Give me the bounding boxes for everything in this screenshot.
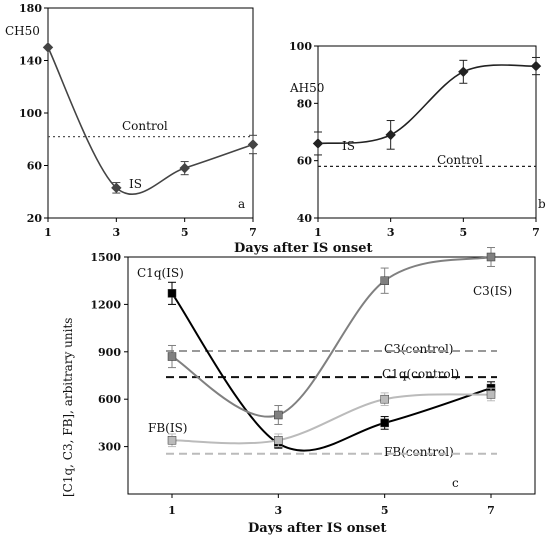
panel-b-frame <box>317 45 537 219</box>
panel-b-chart: AH50 IS Control b 1 3 5 7 40 60 80 100 <box>289 40 546 239</box>
panel-c-y-tick-label-3: 1200 <box>90 298 121 311</box>
panel-c-series-0-point-2 <box>380 418 389 428</box>
panel-c-fb-is-label: FB(IS) <box>148 421 187 435</box>
panel-b-y-tick-label-3: 100 <box>289 40 312 53</box>
panel-c-y-tick-label-0: 300 <box>98 441 121 454</box>
panel-b-y-tick-label-1: 60 <box>297 155 313 168</box>
panel-b-x-tick-label-0: 1 <box>314 226 322 239</box>
panel-b-y-label: AH50 <box>289 81 324 95</box>
panel-a-control-label: Control <box>122 119 168 133</box>
panel-c-y-tick-label-1: 600 <box>98 393 121 406</box>
panel-b-control-label: Control <box>437 153 483 167</box>
panel-c-x-tick-label-2: 5 <box>381 504 389 517</box>
panel-c-c1q-control-label: C1q(control) <box>382 367 459 381</box>
panel-b-is-label: IS <box>342 139 355 153</box>
panel-a-x-tick-label-2: 5 <box>181 226 189 239</box>
top-x-axis-label: Days after IS onset <box>234 241 372 256</box>
panel-c-fb-control-label: FB(control) <box>384 445 454 459</box>
panel-a-series-0-point-0 <box>42 42 54 53</box>
panel-c-x-tick-label-3: 7 <box>487 504 495 517</box>
panel-b-series-0-point-0 <box>312 138 324 149</box>
panel-c-series-2-point-0 <box>167 436 177 445</box>
panel-a-series-0-point-1 <box>111 182 122 194</box>
panel-c-y-tick-label-4: 1500 <box>90 251 121 264</box>
panel-c-y-tick-label-2: 900 <box>98 346 121 359</box>
panel-b-series-0-point-3 <box>530 60 542 72</box>
panel-c-series-0-point-0 <box>167 289 177 298</box>
panel-c-series-1-line <box>171 256 492 418</box>
panel-b-x-tick-label-1: 3 <box>387 226 395 239</box>
panel-a-y-label: CH50 <box>5 24 40 38</box>
panel-a-x-tick-label-3: 7 <box>249 226 257 239</box>
panel-c-frame <box>127 256 536 495</box>
panel-c-series-1-point-0 <box>167 352 177 361</box>
panel-c-series-2-line <box>171 393 492 445</box>
panel-c-x-tick-label-1: 3 <box>275 504 283 517</box>
panel-b-y-tick-label-2: 80 <box>297 97 313 110</box>
panel-b-y-tick-label-0: 40 <box>297 212 313 225</box>
panel-b-x-tick-label-3: 7 <box>532 226 540 239</box>
panel-c-series-1-point-3 <box>486 252 496 262</box>
panel-b-corner-label: b <box>538 197 546 211</box>
panel-a-chart: CH50 Control IS a 1 3 5 7 20 60 100 140 180 <box>5 2 259 239</box>
panel-c-c3-is-label: C3(IS) <box>473 284 512 298</box>
panel-a-series-0-point-2 <box>179 162 190 174</box>
panel-b-series-0-point-2 <box>458 66 469 78</box>
panel-c-series-2-point-3 <box>486 390 496 399</box>
panel-a-corner-label: a <box>238 197 245 211</box>
panel-a-series-0-point-3 <box>247 139 259 150</box>
panel-c-x-tick-label-0: 1 <box>168 504 176 517</box>
panel-a-x-tick-label-0: 1 <box>44 226 52 239</box>
panel-a-y-tick-label-3: 140 <box>19 55 42 68</box>
panel-a-series-0-line <box>47 47 254 195</box>
panel-c-series-2-point-1 <box>274 436 283 445</box>
panel-c-c1q-is-label: C1q(IS) <box>137 266 184 280</box>
panel-c-c3-control-label: C3(control) <box>384 342 453 356</box>
panel-a-y-tick-label-1: 60 <box>27 160 43 173</box>
panel-c-series-1-point-2 <box>380 276 389 285</box>
panel-a-is-label: IS <box>129 177 142 191</box>
panel-c-series-1-point-1 <box>274 410 283 420</box>
panel-a-frame <box>47 7 254 219</box>
bottom-x-axis-label: Days after IS onset <box>248 521 386 536</box>
panel-a-x-tick-label-1: 3 <box>113 226 121 239</box>
panel-c-series-2-point-2 <box>380 394 389 404</box>
panel-b-x-tick-label-2: 5 <box>460 226 468 239</box>
panel-b-series-0-line <box>317 64 537 145</box>
panel-b-series-0-point-1 <box>385 129 396 141</box>
panel-a-y-tick-label-4: 180 <box>19 2 42 15</box>
panel-c-series-0-line <box>171 292 492 452</box>
panel-c-chart: [C1q, C3, FB], arbitrary units C1q(IS) C… <box>61 247 536 517</box>
panel-a-y-tick-label-2: 100 <box>19 107 42 120</box>
panel-c-corner-label: c <box>452 476 459 490</box>
panel-c-y-label: [C1q, C3, FB], arbitrary units <box>61 318 75 497</box>
panel-a-y-tick-label-0: 20 <box>27 212 43 225</box>
